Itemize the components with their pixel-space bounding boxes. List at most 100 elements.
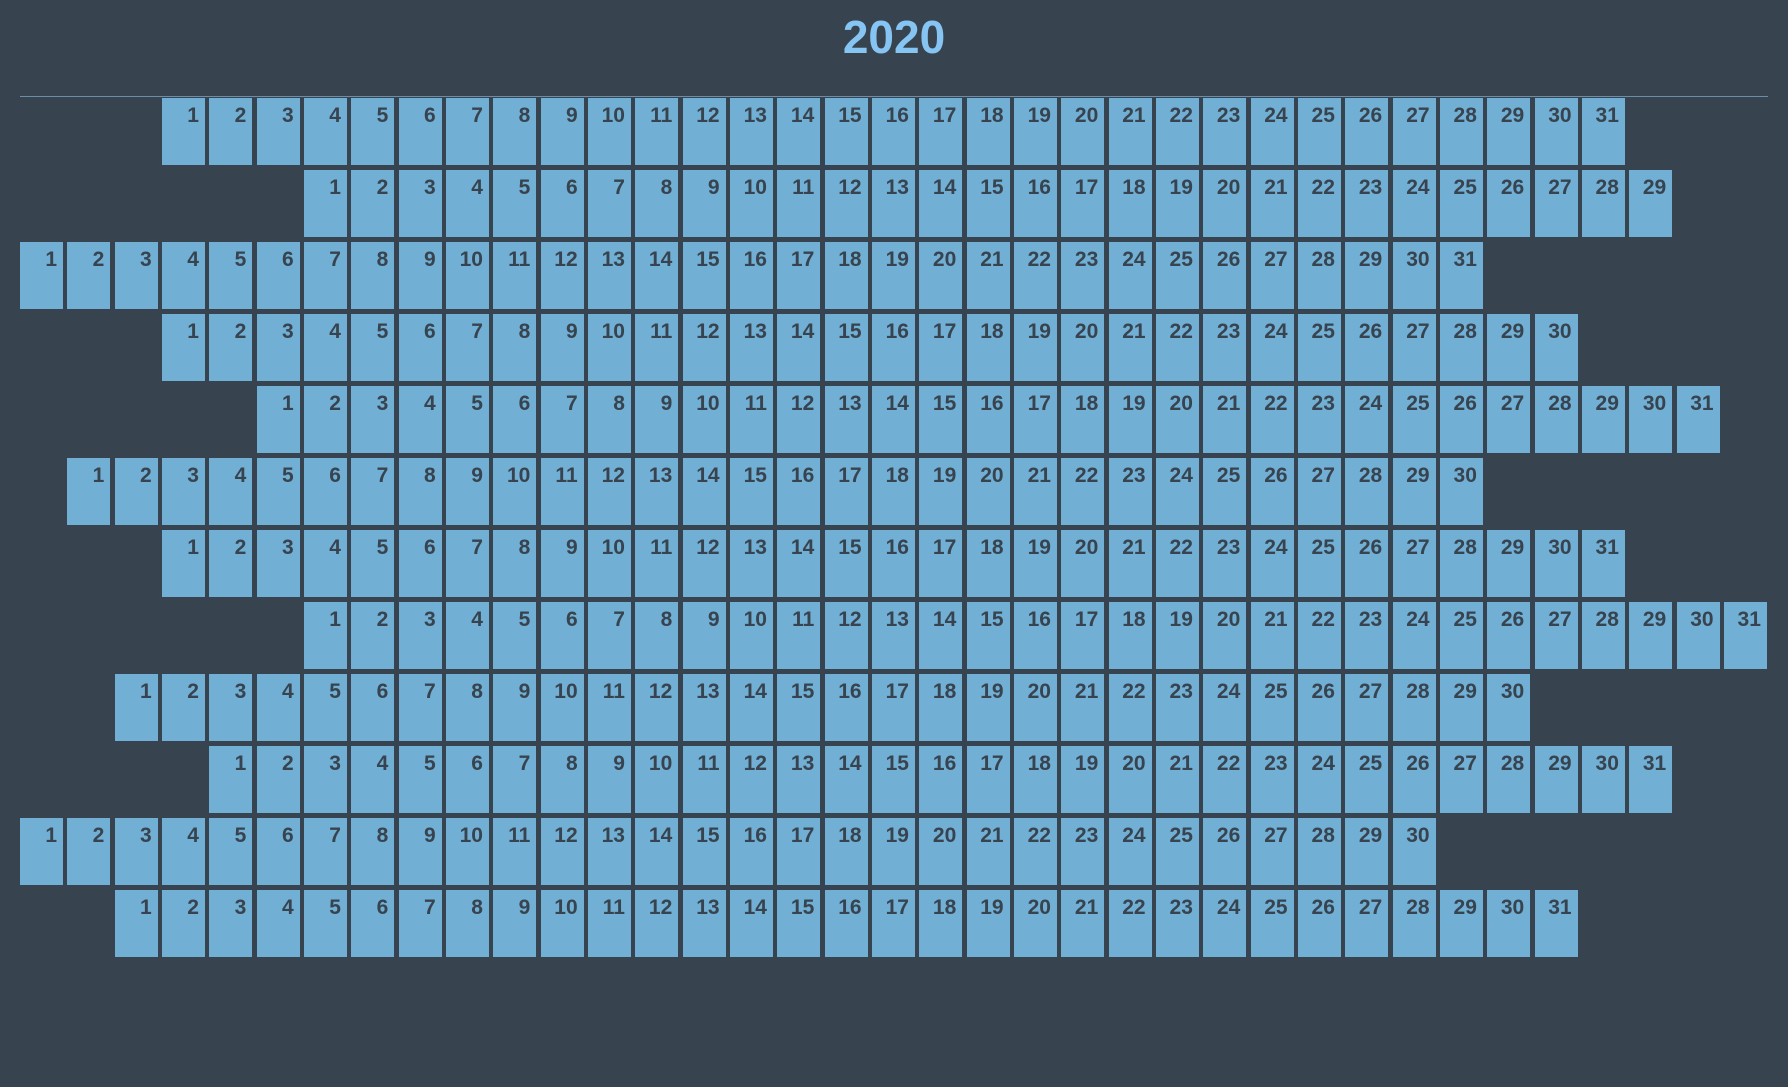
day-cell[interactable]: 13 xyxy=(729,98,773,165)
day-cell[interactable]: 24 xyxy=(1108,818,1152,885)
day-cell[interactable]: 1 xyxy=(161,530,205,597)
day-cell[interactable]: 9 xyxy=(398,818,442,885)
day-cell[interactable]: 30 xyxy=(1676,602,1720,669)
day-cell[interactable]: 18 xyxy=(1108,170,1152,237)
day-cell[interactable]: 18 xyxy=(966,314,1010,381)
day-cell[interactable]: 29 xyxy=(1345,818,1389,885)
day-cell[interactable]: 28 xyxy=(1392,890,1436,957)
day-cell[interactable]: 28 xyxy=(1439,98,1483,165)
day-cell[interactable]: 21 xyxy=(1108,98,1152,165)
day-cell[interactable]: 7 xyxy=(587,602,631,669)
day-cell[interactable]: 24 xyxy=(1108,242,1152,309)
day-cell[interactable]: 29 xyxy=(1534,746,1578,813)
day-cell[interactable]: 17 xyxy=(871,890,915,957)
day-cell[interactable]: 30 xyxy=(1439,458,1483,525)
day-cell[interactable]: 27 xyxy=(1345,890,1389,957)
day-cell[interactable]: 30 xyxy=(1487,674,1531,741)
day-cell[interactable]: 1 xyxy=(114,890,158,957)
day-cell[interactable]: 26 xyxy=(1345,530,1389,597)
day-cell[interactable]: 13 xyxy=(777,746,821,813)
day-cell[interactable]: 5 xyxy=(256,458,300,525)
day-cell[interactable]: 5 xyxy=(351,530,395,597)
day-cell[interactable]: 18 xyxy=(1013,746,1057,813)
day-cell[interactable]: 23 xyxy=(1203,98,1247,165)
day-cell[interactable]: 12 xyxy=(587,458,631,525)
day-cell[interactable]: 12 xyxy=(682,314,726,381)
day-cell[interactable]: 14 xyxy=(824,746,868,813)
day-cell[interactable]: 14 xyxy=(777,98,821,165)
day-cell[interactable]: 6 xyxy=(398,530,442,597)
day-cell[interactable]: 2 xyxy=(351,170,395,237)
day-cell[interactable]: 15 xyxy=(682,818,726,885)
day-cell[interactable]: 24 xyxy=(1250,530,1294,597)
day-cell[interactable]: 18 xyxy=(824,818,868,885)
day-cell[interactable]: 31 xyxy=(1581,530,1625,597)
day-cell[interactable]: 15 xyxy=(777,890,821,957)
day-cell[interactable]: 23 xyxy=(1061,242,1105,309)
day-cell[interactable]: 8 xyxy=(445,674,489,741)
day-cell[interactable]: 20 xyxy=(1061,314,1105,381)
day-cell[interactable]: 22 xyxy=(1297,170,1341,237)
day-cell[interactable]: 9 xyxy=(682,170,726,237)
day-cell[interactable]: 6 xyxy=(540,602,584,669)
day-cell[interactable]: 22 xyxy=(1250,386,1294,453)
day-cell[interactable]: 23 xyxy=(1203,530,1247,597)
day-cell[interactable]: 27 xyxy=(1392,98,1436,165)
day-cell[interactable]: 2 xyxy=(161,890,205,957)
day-cell[interactable]: 5 xyxy=(303,890,347,957)
day-cell[interactable]: 15 xyxy=(919,386,963,453)
day-cell[interactable]: 1 xyxy=(303,602,347,669)
day-cell[interactable]: 23 xyxy=(1203,314,1247,381)
day-cell[interactable]: 19 xyxy=(966,674,1010,741)
day-cell[interactable]: 4 xyxy=(445,602,489,669)
day-cell[interactable]: 3 xyxy=(256,530,300,597)
day-cell[interactable]: 19 xyxy=(1013,530,1057,597)
day-cell[interactable]: 14 xyxy=(635,818,679,885)
day-cell[interactable]: 7 xyxy=(445,98,489,165)
day-cell[interactable]: 22 xyxy=(1155,530,1199,597)
day-cell[interactable]: 8 xyxy=(635,602,679,669)
day-cell[interactable]: 3 xyxy=(161,458,205,525)
day-cell[interactable]: 5 xyxy=(303,674,347,741)
day-cell[interactable]: 13 xyxy=(587,242,631,309)
day-cell[interactable]: 27 xyxy=(1250,242,1294,309)
day-cell[interactable]: 25 xyxy=(1155,242,1199,309)
day-cell[interactable]: 14 xyxy=(635,242,679,309)
day-cell[interactable]: 4 xyxy=(161,818,205,885)
day-cell[interactable]: 16 xyxy=(919,746,963,813)
day-cell[interactable]: 11 xyxy=(635,314,679,381)
day-cell[interactable]: 6 xyxy=(493,386,537,453)
day-cell[interactable]: 22 xyxy=(1061,458,1105,525)
day-cell[interactable]: 8 xyxy=(351,242,395,309)
day-cell[interactable]: 18 xyxy=(966,530,1010,597)
day-cell[interactable]: 1 xyxy=(256,386,300,453)
day-cell[interactable]: 7 xyxy=(398,890,442,957)
day-cell[interactable]: 29 xyxy=(1487,98,1531,165)
day-cell[interactable]: 20 xyxy=(1155,386,1199,453)
day-cell[interactable]: 23 xyxy=(1108,458,1152,525)
day-cell[interactable]: 13 xyxy=(824,386,868,453)
day-cell[interactable]: 15 xyxy=(729,458,773,525)
day-cell[interactable]: 29 xyxy=(1581,386,1625,453)
day-cell[interactable]: 18 xyxy=(824,242,868,309)
day-cell[interactable]: 3 xyxy=(209,890,253,957)
day-cell[interactable]: 1 xyxy=(67,458,111,525)
day-cell[interactable]: 21 xyxy=(1250,170,1294,237)
day-cell[interactable]: 1 xyxy=(161,98,205,165)
day-cell[interactable]: 1 xyxy=(209,746,253,813)
day-cell[interactable]: 9 xyxy=(540,314,584,381)
day-cell[interactable]: 8 xyxy=(540,746,584,813)
day-cell[interactable]: 13 xyxy=(871,170,915,237)
day-cell[interactable]: 26 xyxy=(1297,674,1341,741)
day-cell[interactable]: 9 xyxy=(540,530,584,597)
day-cell[interactable]: 25 xyxy=(1439,170,1483,237)
day-cell[interactable]: 17 xyxy=(777,242,821,309)
day-cell[interactable]: 16 xyxy=(871,98,915,165)
day-cell[interactable]: 10 xyxy=(493,458,537,525)
day-cell[interactable]: 4 xyxy=(445,170,489,237)
day-cell[interactable]: 19 xyxy=(1108,386,1152,453)
day-cell[interactable]: 2 xyxy=(303,386,347,453)
day-cell[interactable]: 26 xyxy=(1250,458,1294,525)
day-cell[interactable]: 12 xyxy=(540,818,584,885)
day-cell[interactable]: 20 xyxy=(1061,98,1105,165)
